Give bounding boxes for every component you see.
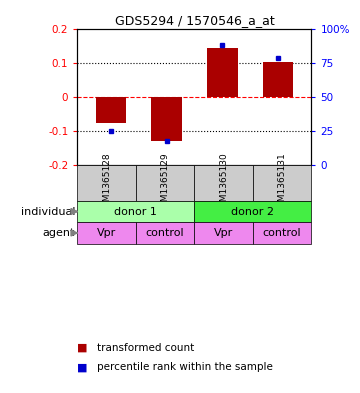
Text: control: control — [146, 228, 184, 238]
Text: ■: ■ — [77, 362, 88, 373]
Text: percentile rank within the sample: percentile rank within the sample — [97, 362, 273, 373]
Bar — [194, 165, 253, 201]
Bar — [136, 165, 194, 201]
Text: GSM1365131: GSM1365131 — [278, 152, 287, 213]
Text: donor 1: donor 1 — [114, 207, 157, 217]
Text: GSM1365130: GSM1365130 — [219, 152, 228, 213]
Bar — [194, 222, 253, 244]
Bar — [263, 62, 293, 97]
Text: control: control — [263, 228, 301, 238]
Bar — [95, 97, 126, 123]
Text: donor 2: donor 2 — [231, 207, 274, 217]
Text: transformed count: transformed count — [97, 343, 194, 353]
Text: ■: ■ — [77, 343, 88, 353]
Bar — [77, 201, 194, 222]
Title: GDS5294 / 1570546_a_at: GDS5294 / 1570546_a_at — [114, 14, 274, 27]
Text: individual: individual — [21, 207, 75, 217]
Bar — [194, 201, 311, 222]
Bar — [151, 97, 182, 141]
Bar — [253, 222, 311, 244]
Text: Vpr: Vpr — [97, 228, 116, 238]
Bar — [77, 222, 136, 244]
Bar — [207, 48, 238, 97]
Text: GSM1365129: GSM1365129 — [161, 152, 170, 213]
Bar — [253, 165, 311, 201]
Text: Vpr: Vpr — [214, 228, 233, 238]
Bar — [77, 165, 136, 201]
Text: GSM1365128: GSM1365128 — [102, 152, 111, 213]
Bar — [136, 222, 194, 244]
Text: agent: agent — [43, 228, 75, 238]
